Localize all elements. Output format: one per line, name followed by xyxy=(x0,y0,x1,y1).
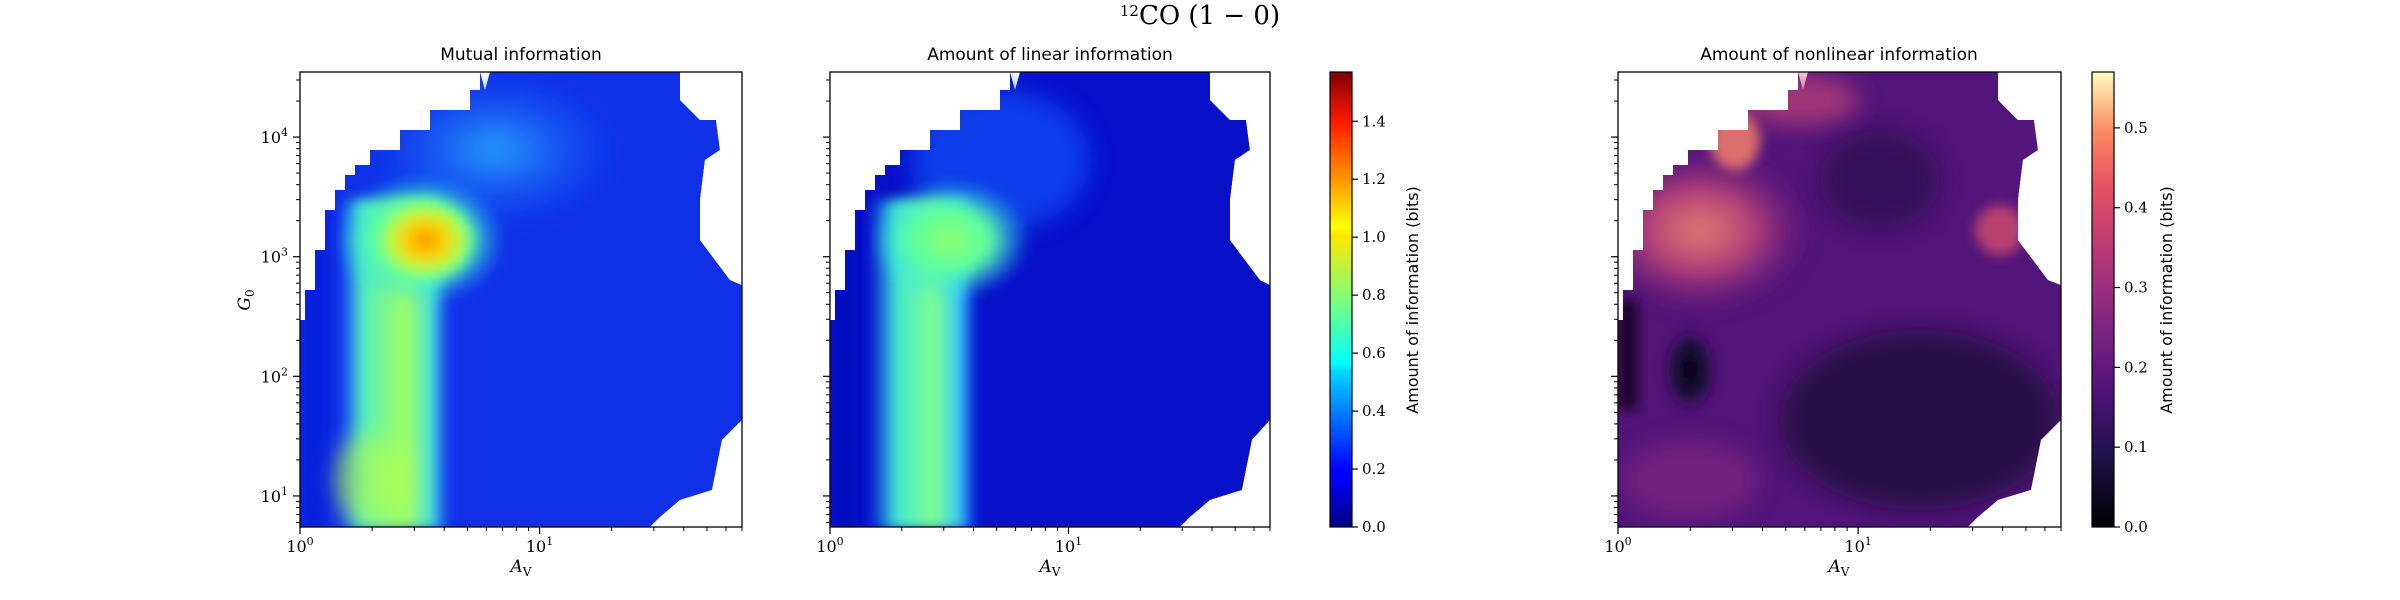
x-tick-label: 101 xyxy=(1055,535,1082,556)
colorbar-tick-label: 0.1 xyxy=(2124,438,2148,456)
x-tick-label: 101 xyxy=(526,535,553,556)
y-tick-label: 102 xyxy=(261,365,288,386)
x-tick-label: 100 xyxy=(1604,535,1631,556)
colorbar-tick-label: 0.3 xyxy=(2124,279,2148,297)
heatmap-nonlinear-information xyxy=(1618,72,2061,527)
colorbar-ticks: 0.0 0.2 0.4 0.6 0.8 1.0 1.2 1.4 xyxy=(1352,112,1386,536)
plot-frame xyxy=(1617,71,2062,528)
panel-title: Mutual information xyxy=(440,45,602,65)
colorbar-tick-label: 1.0 xyxy=(1362,228,1386,246)
panel-mutual-information: Mutual information 101 102 103 104 100 101 G… xyxy=(235,45,743,579)
x-axis-label: AV xyxy=(509,557,532,579)
x-axis-label: AV xyxy=(1827,557,1850,579)
heatmap-mutual-information xyxy=(300,72,742,527)
colorbar-tick-label: 0.0 xyxy=(2124,518,2148,536)
x-axis: 100 101 xyxy=(816,527,1271,556)
y-axis-ticks xyxy=(1611,79,1618,523)
panel-nonlinear-information: Amount of nonlinear information 100 101 A… xyxy=(1604,45,2062,579)
colorbar-tick-label: 0.2 xyxy=(1362,460,1386,478)
colorbar-jet: 0.0 0.2 0.4 0.6 0.8 1.0 1.2 1.4 Amount of infor… xyxy=(1329,71,1422,536)
y-axis: 101 102 103 104 xyxy=(261,79,300,523)
colorbar-gradient xyxy=(2091,71,2115,528)
x-axis-label: AV xyxy=(1038,557,1061,579)
colorbar-ticks: 0.0 0.1 0.2 0.3 0.4 0.5 xyxy=(2114,119,2148,536)
x-tick-label: 101 xyxy=(1844,535,1871,556)
panel-title: Amount of linear information xyxy=(927,45,1173,65)
colorbar-tick-label: 0.4 xyxy=(1362,402,1386,420)
x-axis: 100 101 xyxy=(286,527,743,556)
y-tick-label: 101 xyxy=(261,485,288,506)
y-axis-label: G0 xyxy=(235,289,257,310)
figure-title: 12CO (1 − 0) xyxy=(1120,1,1280,31)
colorbar-magma: 0.0 0.1 0.2 0.3 0.4 0.5 Amount of information… xyxy=(2091,71,2176,536)
colorbar-tick-label: 0.2 xyxy=(2124,358,2148,376)
colorbar-tick-label: 1.2 xyxy=(1362,170,1386,188)
colorbar-tick-label: 0.0 xyxy=(1362,518,1386,536)
colorbar-tick-label: 1.4 xyxy=(1362,112,1386,130)
colorbar-label: Amount of information (bits) xyxy=(1403,186,1422,414)
x-tick-label: 100 xyxy=(286,535,313,556)
plot-frame xyxy=(829,71,1271,528)
x-tick-label: 100 xyxy=(816,535,843,556)
colorbar-tick-label: 0.8 xyxy=(1362,286,1386,304)
y-axis-ticks xyxy=(823,79,830,523)
colorbar-label: Amount of information (bits) xyxy=(2157,186,2176,414)
panel-title: Amount of nonlinear information xyxy=(1700,45,1978,65)
plot-frame xyxy=(299,71,743,528)
x-axis: 100 101 xyxy=(1604,527,2062,556)
panel-linear-information: Amount of linear information 100 101 AV xyxy=(816,45,1271,579)
colorbar-gradient xyxy=(1329,71,1353,528)
heatmap-linear-information xyxy=(830,72,1270,527)
y-tick-label: 103 xyxy=(261,246,288,267)
y-tick-label: 104 xyxy=(261,126,288,147)
colorbar-tick-label: 0.6 xyxy=(1362,344,1386,362)
colorbar-tick-label: 0.4 xyxy=(2124,199,2148,217)
colorbar-tick-label: 0.5 xyxy=(2124,119,2148,137)
